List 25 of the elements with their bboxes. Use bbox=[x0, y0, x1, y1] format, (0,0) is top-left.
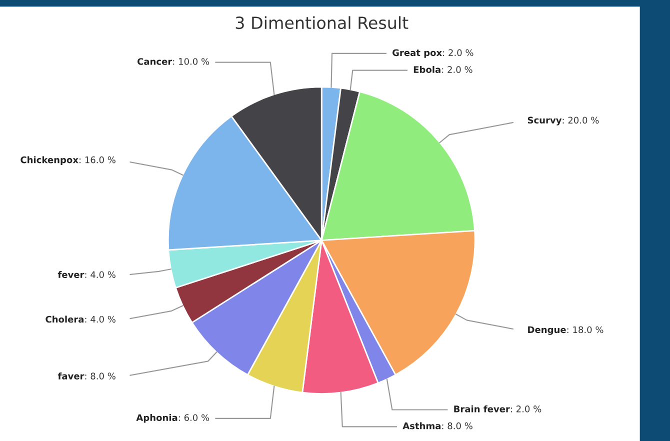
chart-title: 3 Dimentional Result bbox=[236, 16, 408, 30]
data-label: : 2.0 % bbox=[443, 49, 474, 56]
slice-label: Ebola bbox=[414, 66, 440, 73]
slice-label: Scurvy bbox=[528, 116, 562, 126]
data-label: : 6.0 % bbox=[178, 414, 210, 422]
slice-label: Chickenpox bbox=[20, 156, 78, 165]
data-label: : 4.0 % bbox=[85, 316, 116, 323]
data-label: : 8.0 % bbox=[442, 422, 472, 430]
data-label: : 20.0 % bbox=[562, 116, 599, 124]
slice-label: Cholera bbox=[46, 316, 84, 323]
slice-label: Dengue bbox=[528, 326, 566, 335]
data-label: : 16.0 % bbox=[80, 156, 116, 164]
data-label: : 10.0 % bbox=[173, 58, 210, 65]
slice-label: faver bbox=[58, 372, 84, 380]
slice-label: Brain fever bbox=[454, 405, 510, 412]
slice-label: Aphonia bbox=[136, 414, 178, 423]
slice-label: Great pox bbox=[392, 49, 442, 58]
data-label: : 2.0 % bbox=[442, 66, 472, 73]
slice-label: Cancer bbox=[138, 58, 172, 65]
data-label: : 2.0 % bbox=[510, 406, 542, 412]
data-label: : 4.0 % bbox=[85, 271, 116, 278]
data-label: : 18.0 % bbox=[567, 326, 604, 334]
data-label: : 8.0 % bbox=[85, 372, 116, 380]
slice-label: Asthma bbox=[402, 422, 441, 430]
slice-label: fever bbox=[58, 271, 84, 278]
